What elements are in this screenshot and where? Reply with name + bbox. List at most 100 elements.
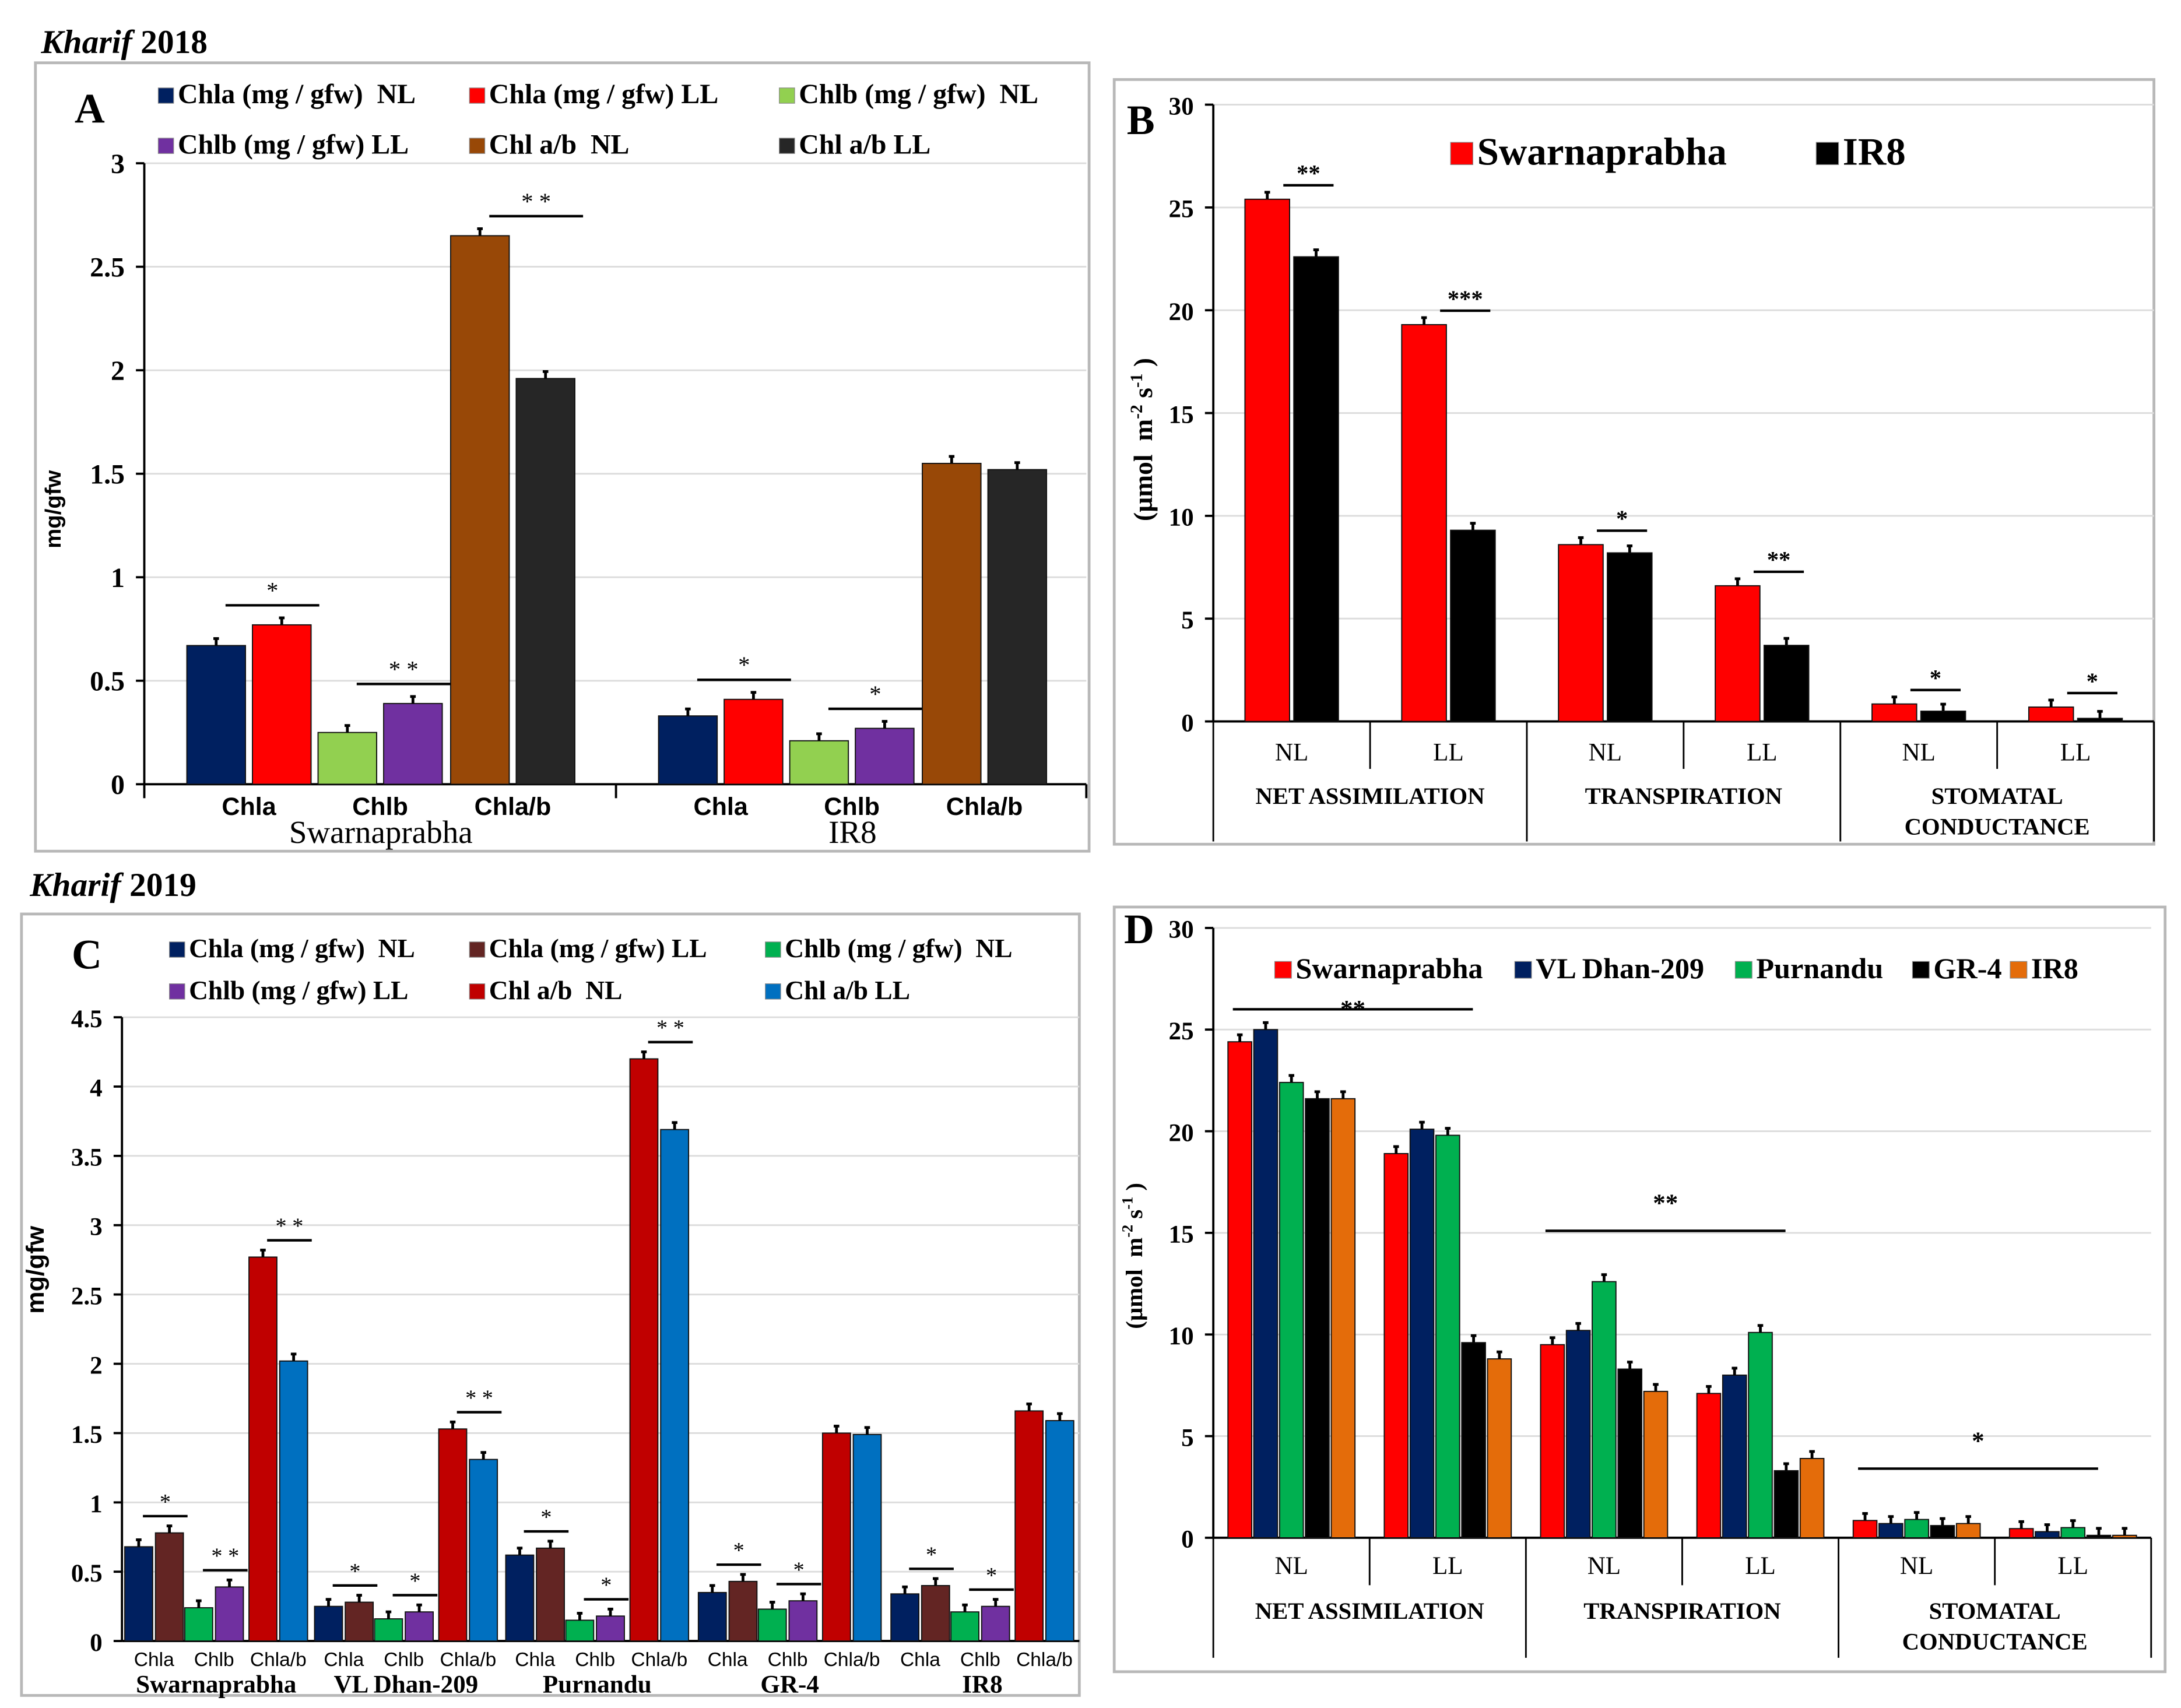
bar-swarnaprabha-5 bbox=[2008, 1528, 2034, 1538]
bar-ir8-0 bbox=[1293, 256, 1339, 722]
bar-vl-dhan-209-chlb-nl bbox=[374, 1618, 403, 1642]
heading-year: 2019 bbox=[121, 867, 196, 904]
significance-marker: * * bbox=[521, 188, 551, 215]
y-tick-label: 0.5 bbox=[90, 666, 125, 697]
significance-marker: *** bbox=[1448, 286, 1483, 312]
bar-purnandu-chlb-nl bbox=[565, 1619, 595, 1642]
x-category-label: Chlb bbox=[824, 793, 880, 821]
legend-label: Chlb (mg / gfw) NL bbox=[785, 933, 1012, 963]
x-category-label: LL bbox=[2060, 739, 2091, 767]
y-tick-label: 4 bbox=[90, 1075, 103, 1102]
significance-marker: * * bbox=[656, 1016, 684, 1041]
x-category-label: LL bbox=[1432, 1552, 1463, 1580]
x-group-label: STOMATAL bbox=[1931, 783, 2063, 809]
legend-label: Chla (mg / gfw) NL bbox=[178, 79, 416, 110]
legend-swatch bbox=[1450, 142, 1473, 166]
significance-marker: * bbox=[2087, 668, 2098, 694]
legend-swatch bbox=[1274, 961, 1292, 979]
x-category-label: Chla/b bbox=[1016, 1649, 1073, 1671]
legend-swatch bbox=[2010, 961, 2028, 979]
x-category-label: Chla/b bbox=[475, 793, 552, 821]
y-tick-label: 2 bbox=[90, 1352, 103, 1379]
y-tick-label: 30 bbox=[1169, 916, 1194, 944]
legend-swatch bbox=[1514, 961, 1532, 979]
significance-marker: * bbox=[1616, 505, 1628, 532]
bar-swarnaprabha-chlab-ll bbox=[515, 378, 575, 785]
panel-d-gas-exchange-2019: D 0 5 10 15 20 25 30 (µmol m-2 s-1 ) Swarnaprabha… bbox=[1112, 905, 2167, 1674]
bar-ir8-1 bbox=[1487, 1358, 1512, 1538]
bar-ir8-chla-ll bbox=[921, 1585, 950, 1642]
bar-vl-dhan-209-chla-ll bbox=[345, 1601, 374, 1642]
y-axis-label-part: (µmol m bbox=[1128, 419, 1158, 521]
y-tick-label: 3 bbox=[90, 1214, 103, 1241]
bar-ir8-chlb-ll bbox=[981, 1605, 1010, 1642]
significance-marker: * bbox=[733, 1538, 744, 1563]
legend-swatch bbox=[779, 87, 795, 104]
x-group-label: TRANSPIRATION bbox=[1585, 783, 1782, 809]
x-category-label: LL bbox=[1747, 739, 1778, 767]
x-category-label: LL bbox=[1433, 739, 1464, 767]
y-axis-label-part: -2 bbox=[1118, 1225, 1136, 1238]
panel-c-chlorophyll-2019: C Chla (mg / gfw) NL Chla (mg / gfw) LL Chl… bbox=[20, 912, 1081, 1699]
significance-marker: ** bbox=[1767, 547, 1791, 573]
y-tick-label: 0 bbox=[1181, 1526, 1194, 1554]
legend-label: Chl a/b NL bbox=[489, 975, 623, 1005]
bar-swarnaprabha-5 bbox=[2028, 706, 2074, 722]
x-category-label: Chla bbox=[708, 1649, 748, 1671]
legend-swatch bbox=[469, 941, 486, 958]
bar-vl-dhan-209-3 bbox=[1722, 1375, 1747, 1538]
bar-swarnaprabha-chlb-nl bbox=[317, 732, 378, 785]
legend-swatch bbox=[1734, 961, 1752, 979]
y-tick-label: 2 bbox=[111, 356, 125, 386]
legend-swatch bbox=[765, 941, 781, 958]
bar-swarnaprabha-chlb-ll bbox=[383, 702, 443, 785]
x-group-label: NET ASSIMILATION bbox=[1255, 1598, 1484, 1624]
bar-purnandu-4 bbox=[1904, 1519, 1929, 1538]
x-category-label: Chla bbox=[515, 1649, 555, 1671]
legend-label: Swarnaprabha bbox=[1477, 130, 1727, 173]
x-group-label: GR-4 bbox=[760, 1671, 819, 1699]
bar-ir8-3 bbox=[1763, 645, 1810, 722]
bar-purnandu-1 bbox=[1435, 1134, 1460, 1538]
panel-letter: A bbox=[75, 86, 105, 132]
bar-swarnaprabha-3 bbox=[1715, 585, 1761, 722]
x-category-label: Chlb bbox=[768, 1649, 808, 1671]
bar-ir8-2 bbox=[1607, 552, 1653, 722]
bar-gr-4-3 bbox=[1773, 1470, 1799, 1538]
y-axis-label-part: ) bbox=[1121, 1183, 1147, 1197]
y-tick-label: 0 bbox=[90, 1629, 103, 1657]
legend-label: Chl a/b LL bbox=[785, 975, 910, 1005]
significance-marker: * bbox=[600, 1573, 612, 1598]
x-category-label: Chla/b bbox=[250, 1649, 307, 1671]
bar-swarnaprabha-chlab-ll bbox=[279, 1360, 308, 1642]
y-axis-label-part: -2 bbox=[1128, 405, 1146, 419]
x-category-label: Chla bbox=[134, 1649, 174, 1671]
bar-vl-dhan-209-chlab-ll bbox=[469, 1459, 498, 1642]
bar-gr-4-chlb-nl bbox=[757, 1608, 787, 1642]
y-tick-label: 2.5 bbox=[71, 1282, 103, 1310]
bar-ir8-5 bbox=[2112, 1534, 2137, 1538]
y-tick-label: 25 bbox=[1169, 1018, 1194, 1045]
panel-letter: D bbox=[1124, 906, 1154, 953]
y-tick-label: 15 bbox=[1169, 401, 1194, 428]
bar-purnandu-chla-ll bbox=[536, 1547, 565, 1642]
bar-swarnaprabha-1 bbox=[1383, 1152, 1409, 1538]
significance-marker: * * bbox=[465, 1386, 493, 1411]
x-group-label: TRANSPIRATION bbox=[1583, 1598, 1780, 1624]
x-category-label: NL bbox=[1589, 739, 1622, 767]
bar-ir8-chlb-ll bbox=[855, 728, 915, 785]
bar-gr-4-chlb-ll bbox=[788, 1600, 818, 1642]
legend-label: VL Dhan-209 bbox=[1536, 952, 1704, 985]
bar-purnandu-2 bbox=[1592, 1281, 1617, 1538]
x-group-label: Purnandu bbox=[543, 1671, 652, 1699]
bar-swarnaprabha-4 bbox=[1871, 703, 1917, 722]
y-axis-label-part: s bbox=[1121, 1210, 1147, 1225]
significance-marker: ** bbox=[1340, 996, 1365, 1024]
x-group-label: NET ASSIMILATION bbox=[1256, 783, 1485, 809]
bar-ir8-2 bbox=[1643, 1390, 1669, 1538]
legend-swatch bbox=[1815, 142, 1839, 166]
legend-swatch bbox=[469, 983, 486, 1000]
x-category-label: NL bbox=[1902, 739, 1935, 767]
bar-purnandu-chlab-nl bbox=[629, 1058, 659, 1642]
